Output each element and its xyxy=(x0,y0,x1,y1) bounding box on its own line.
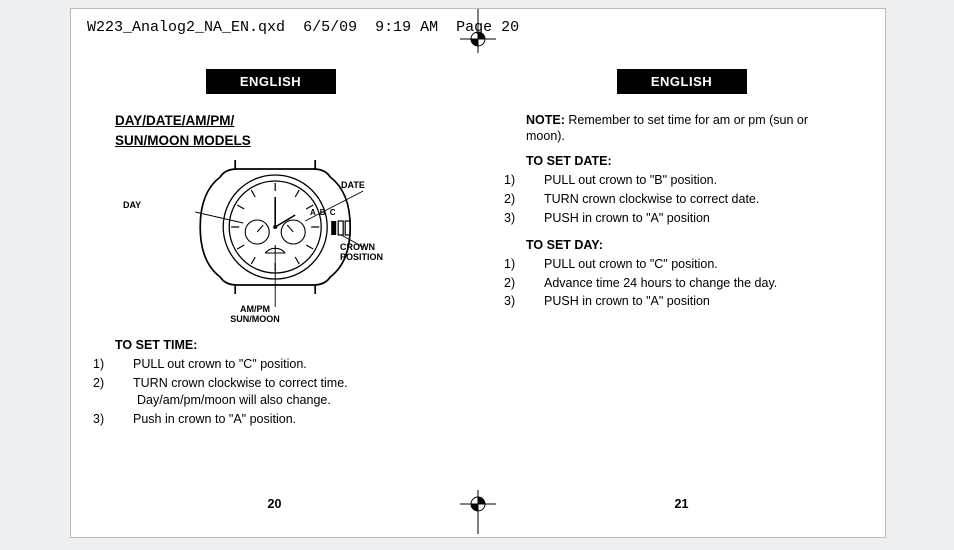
watch-diagram: DAY DATE A B C CROWN POSITION AM/PM SUN/… xyxy=(115,157,426,327)
page-number-left: 20 xyxy=(71,497,478,511)
note-label: NOTE: xyxy=(526,113,565,127)
registration-mark-top-icon xyxy=(458,9,498,58)
list-item: 3)PUSH in crown to "A" position xyxy=(526,293,837,310)
list-item: 1)PULL out crown to "C" position. xyxy=(526,256,837,273)
list-item: 1)PULL out crown to "C" position. xyxy=(115,356,426,373)
print-time: 9:19 AM xyxy=(375,19,438,36)
set-time-steps: 1)PULL out crown to "C" position. 2)TURN… xyxy=(115,356,426,428)
diagram-label-date: DATE xyxy=(341,181,365,190)
set-time-head: TO SET TIME: xyxy=(115,337,426,354)
set-day-head: TO SET DAY: xyxy=(526,237,837,254)
right-column: ENGLISH NOTE: Remember to set time for a… xyxy=(478,69,885,537)
diagram-label-sunmoon: SUN/MOON xyxy=(230,314,280,324)
columns: ENGLISH DAY/DATE/AM/PM/ SUN/MOON MODELS xyxy=(71,69,885,537)
diagram-label-abc: A B C xyxy=(310,209,336,217)
list-item: 2)Advance time 24 hours to change the da… xyxy=(526,275,837,292)
note-text: Remember to set time for am or pm (sun o… xyxy=(526,113,808,144)
set-date-head: TO SET DATE: xyxy=(526,153,837,170)
section-title-line1: DAY/DATE/AM/PM/ xyxy=(115,112,426,131)
print-header: W223_Analog2_NA_EN.qxd 6/5/09 9:19 AM Pa… xyxy=(87,19,519,36)
note-paragraph: NOTE: Remember to set time for am or pm … xyxy=(526,112,837,146)
page-number-right: 21 xyxy=(478,497,885,511)
lang-tab-left: ENGLISH xyxy=(206,69,336,94)
list-item: 3)PUSH in crown to "A" position xyxy=(526,210,837,227)
list-item: 2)TURN crown clockwise to correct date. xyxy=(526,191,837,208)
page-container: W223_Analog2_NA_EN.qxd 6/5/09 9:19 AM Pa… xyxy=(70,8,886,538)
list-item: 2)TURN crown clockwise to correct time. … xyxy=(115,375,426,409)
section-title-line2: SUN/MOON MODELS xyxy=(115,132,426,151)
set-date-steps: 1)PULL out crown to "B" position. 2)TURN… xyxy=(526,172,837,227)
diagram-label-position: POSITION xyxy=(340,252,383,262)
set-day-steps: 1)PULL out crown to "C" position. 2)Adva… xyxy=(526,256,837,311)
list-item: 1)PULL out crown to "B" position. xyxy=(526,172,837,189)
print-file: W223_Analog2_NA_EN.qxd xyxy=(87,19,285,36)
print-date: 6/5/09 xyxy=(303,19,357,36)
lang-tab-right: ENGLISH xyxy=(617,69,747,94)
left-column: ENGLISH DAY/DATE/AM/PM/ SUN/MOON MODELS xyxy=(71,69,478,537)
list-item: 3)Push in crown to "A" position. xyxy=(115,411,426,428)
diagram-label-day: DAY xyxy=(123,201,141,210)
